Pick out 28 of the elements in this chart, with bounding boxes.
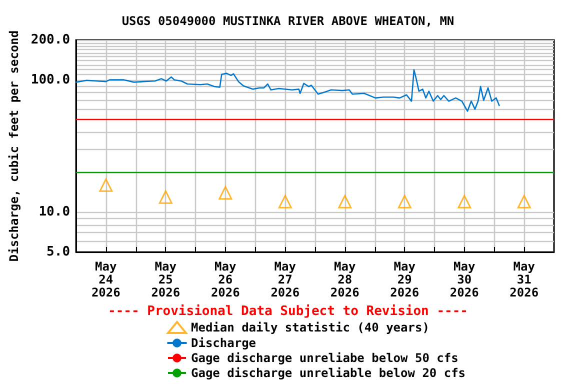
y-tick-label: 5.0 — [46, 244, 70, 260]
x-tick-label: May 28 2026 — [330, 260, 360, 300]
point — [278, 194, 292, 208]
point — [158, 190, 172, 204]
x-tick-label: May 24 2026 — [91, 260, 120, 300]
y-tick-label: 100.0 — [30, 72, 70, 88]
y-tick-label: 200.0 — [30, 32, 70, 48]
legend-label: Gage discharge unreliable below 20 cfs — [191, 366, 466, 380]
x-tick-label: May 27 2026 — [270, 260, 300, 300]
legend-label: Discharge — [191, 336, 256, 350]
point — [338, 194, 352, 208]
text: ---- Provisional Data Subject to Revision ---- — [108, 304, 468, 319]
legend-label: Gage discharge unreliabe below 50 cfs — [191, 351, 458, 365]
x-tick-label: May 29 2026 — [390, 260, 420, 300]
y-axis-title: Discharge, cubic feet per second — [7, 30, 21, 262]
point — [398, 194, 412, 208]
x-tick-label: May 26 2026 — [210, 260, 240, 300]
x-tick-label: May 30 2026 — [450, 260, 479, 300]
legend-label: Median daily statistic (40 years) — [191, 320, 430, 334]
x-tick-label: May 31 2026 — [510, 260, 539, 300]
point — [458, 194, 472, 208]
x-tick-label: May 25 2026 — [151, 260, 180, 300]
point — [218, 186, 232, 200]
point — [99, 178, 113, 192]
chart-title: USGS 05049000 MUSTINKA RIVER ABOVE WHEATON, MN — [122, 14, 454, 28]
line-series — [75, 69, 500, 112]
y-tick-label: 10.0 — [38, 204, 70, 220]
point — [517, 194, 531, 208]
